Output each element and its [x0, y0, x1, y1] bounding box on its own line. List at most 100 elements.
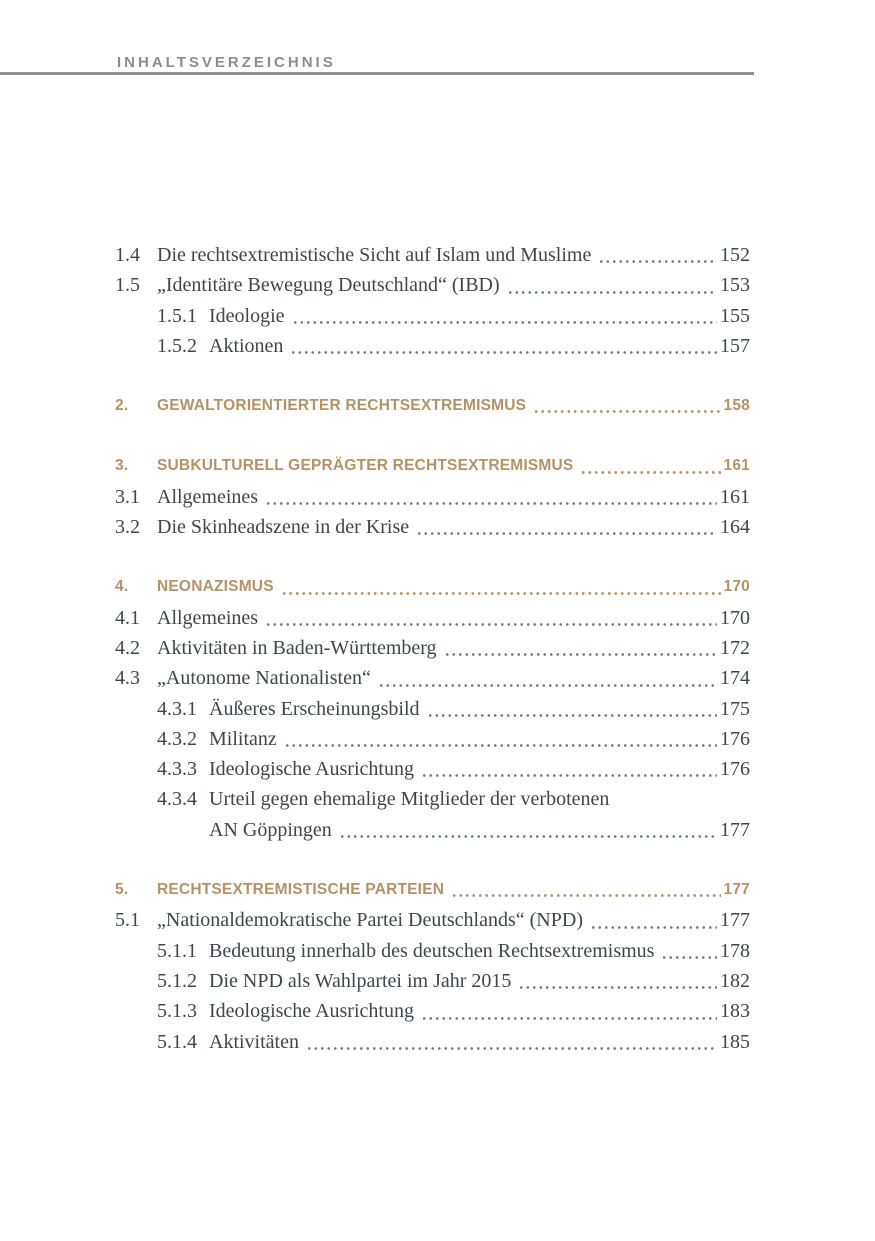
toc-entry: 1.5 „Identitäre Bewegung Deutschland“ (IB… [115, 270, 750, 300]
toc-entry: 5.1.2 Die NPD als Wahlpartei im Jahr 2015… [115, 966, 750, 996]
toc-entry-title: Allgemeines [157, 485, 259, 508]
toc-entry-number: 3.2 [115, 516, 140, 539]
toc-entry-title: Aktivitäten in Baden-Württemberg [157, 636, 437, 659]
page-title: INHALTSVERZEICHNIS [117, 54, 336, 71]
toc-entry-title: Die Skinheadszene in der Krise [157, 516, 410, 539]
toc-entry-number: 1.5 [115, 274, 140, 297]
toc-list: 1.4 Die rechtsextremistische Sicht auf Is… [115, 240, 750, 1057]
toc-entry: 5.1.3 Ideologische Ausrichtung 183 [115, 996, 750, 1026]
toc-entry-number: 1.4 [115, 244, 140, 266]
dot-leader [598, 260, 717, 264]
dot-leader [518, 986, 717, 990]
toc-entry-wrapped-title: Urteil gegen ehemalige Mitglieder der ve… [209, 784, 750, 845]
toc-entry-title: SUBKULTURELL GEPRÄGTER RECHTSEXTREMISMUS [157, 457, 574, 475]
toc-entry: 4.2 Aktivitäten in Baden-Württemberg 172 [115, 633, 750, 663]
toc-entry-page: 185 [720, 1030, 750, 1053]
toc-entry-page: 170 [720, 606, 750, 629]
toc-entry: 1.4 Die rechtsextremistische Sicht auf Is… [115, 240, 750, 270]
toc-entry-page: 177 [720, 909, 750, 932]
toc-entry-number: 5. [115, 881, 129, 899]
dot-leader [338, 835, 717, 839]
toc-entry-title: Ideologische Ausrichtung [209, 1000, 414, 1023]
toc-entry-number: 4.3.3 [157, 758, 197, 781]
dot-leader [420, 1016, 717, 1020]
toc-entry-page: 158 [723, 397, 750, 415]
toc-entry: 4.3.2 Militanz 176 [115, 724, 750, 754]
toc-entry-number: 1.5.2 [157, 334, 197, 357]
toc-entry-number: 4. [115, 578, 129, 596]
toc-entry-page: 174 [720, 667, 750, 690]
toc-entry-title: Bedeutung innerhalb des deutschen Rechts… [209, 939, 655, 962]
toc-entry-title: Aktivitäten [209, 1030, 299, 1053]
toc-entry-number: 4.3.1 [157, 697, 197, 720]
toc-entry: 1.5.1 Ideologie 155 [115, 301, 750, 331]
toc-entry-number: 5.1.2 [157, 969, 197, 992]
toc-entry: 4.3.4 Urteil gegen ehemalige Mitglieder d… [115, 784, 750, 845]
toc-entry-number: 1.5.1 [157, 304, 197, 327]
toc-entry-page: 177 [723, 881, 750, 899]
dot-leader [426, 713, 717, 717]
dot-leader [265, 502, 717, 506]
toc-entry-page: 161 [720, 485, 750, 508]
toc-entry-page: 183 [720, 1000, 750, 1023]
toc-entry-page: 161 [723, 457, 750, 475]
toc-entry-title: Die NPD als Wahlpartei im Jahr 2015 [209, 969, 512, 992]
dot-leader [661, 955, 717, 959]
toc-entry-title-line2: AN Göppingen [209, 818, 332, 841]
toc-entry-page: 176 [720, 727, 750, 750]
toc-entry-page: 177 [720, 818, 750, 841]
toc-entry-page: 178 [720, 939, 750, 962]
dot-leader [580, 470, 721, 474]
toc-entry-title: „Nationaldemokratische Partei Deutschlan… [157, 909, 583, 932]
toc-entry-number: 4.3 [115, 667, 140, 690]
toc-entry-page: 153 [720, 274, 750, 297]
dot-leader [416, 532, 717, 536]
toc-entry-page: 172 [720, 636, 750, 659]
toc-entry-number: 2. [115, 397, 129, 415]
dot-leader [443, 653, 717, 657]
toc-entry-number: 3.1 [115, 485, 140, 508]
toc-entry: 4.1 Allgemeines 170 [115, 603, 750, 633]
toc-entry-title: „Autonome Nationalisten“ [157, 667, 371, 690]
toc-entry-title: Militanz [209, 727, 277, 750]
toc-entry-title: Urteil gegen ehemalige Mitglieder der ve… [209, 788, 610, 811]
toc-entry: 3.2 Die Skinheadszene in der Krise 164 [115, 512, 750, 542]
toc-entry-page: 157 [720, 334, 750, 357]
toc-entry-title: „Identitäre Bewegung Deutschland“ (IBD) [157, 274, 500, 297]
toc-entry-page: 182 [720, 969, 750, 992]
toc-entry-title: Ideologische Ausrichtung [209, 758, 414, 781]
dot-leader [377, 683, 717, 687]
toc-entry-page: 176 [720, 758, 750, 781]
toc-section-entry: 2. GEWALTORIENTIERTER RECHTSEXTREMISMUS 15… [115, 391, 750, 421]
header-rule [0, 72, 754, 75]
toc-section-entry: 3. SUBKULTURELL GEPRÄGTER RECHTSEXTREMISM… [115, 451, 750, 481]
toc-entry-title: RECHTSEXTREMISTISCHE PARTEIEN [157, 881, 445, 899]
toc-entry: 4.3.1 Äußeres Erscheinungsbild 175 [115, 694, 750, 724]
toc-entry-title: Äußeres Erscheinungsbild [209, 697, 420, 720]
dot-leader [451, 894, 721, 898]
toc-entry-title: Ideologie [209, 304, 285, 327]
dot-leader [420, 774, 717, 778]
toc-entry-number: 4.3.2 [157, 727, 197, 750]
toc-entry: 5.1.1 Bedeutung innerhalb des deutschen R… [115, 936, 750, 966]
toc-entry-title: NEONAZISMUS [157, 578, 274, 596]
dot-leader [506, 290, 717, 294]
toc-entry: 1.5.2 Aktionen 157 [115, 331, 750, 361]
toc-entry: 4.3.3 Ideologische Ausrichtung 176 [115, 754, 750, 784]
dot-leader [290, 351, 717, 355]
dot-leader [291, 320, 717, 324]
toc-entry-page: 152 [720, 244, 750, 266]
toc-entry-page: 175 [720, 697, 750, 720]
dot-leader [533, 410, 721, 414]
toc-entry: 5.1.4 Aktivitäten 185 [115, 1027, 750, 1057]
dot-leader [280, 591, 721, 595]
toc-entry: 5.1 „Nationaldemokratische Partei Deutsch… [115, 905, 750, 935]
toc-entry-number: 3. [115, 457, 129, 475]
toc-entry-number: 5.1 [115, 909, 140, 932]
toc-section-entry: 4. NEONAZISMUS 170 [115, 572, 750, 602]
dot-leader [589, 925, 717, 929]
toc-entry-title: GEWALTORIENTIERTER RECHTSEXTREMISMUS [157, 397, 527, 415]
toc-entry-number: 4.3.4 [157, 788, 197, 811]
dot-leader [265, 622, 717, 626]
toc-entry-title: Allgemeines [157, 606, 259, 629]
